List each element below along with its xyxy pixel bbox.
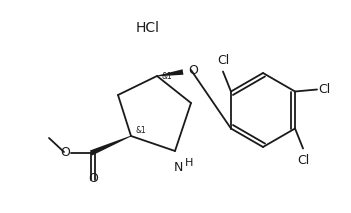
Text: N: N [173, 161, 183, 174]
Polygon shape [90, 136, 131, 155]
Text: &1: &1 [161, 72, 172, 81]
Text: Cl: Cl [297, 154, 309, 167]
Text: O: O [188, 63, 198, 76]
Text: O: O [88, 172, 98, 185]
Text: Cl: Cl [318, 83, 330, 96]
Text: &1: &1 [136, 126, 147, 135]
Text: HCl: HCl [136, 21, 160, 35]
Text: O: O [60, 145, 70, 158]
Text: H: H [185, 158, 193, 168]
Polygon shape [157, 69, 184, 76]
Text: Cl: Cl [217, 53, 229, 66]
